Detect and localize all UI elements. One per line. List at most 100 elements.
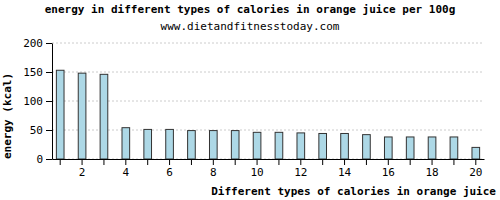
x-tick [147, 159, 148, 165]
y-tick-label: 50 [30, 124, 43, 137]
x-tick: 6 [166, 159, 173, 179]
bar [428, 137, 436, 159]
x-tick-label: 12 [294, 166, 307, 179]
bar [78, 73, 86, 159]
bar [406, 137, 414, 159]
y-tick-mark [46, 101, 52, 102]
x-axis: 2 4 6 8 10 12 14 16 18 20 [53, 159, 485, 179]
grid [52, 43, 484, 159]
grid-line [52, 43, 484, 44]
bar [450, 137, 458, 159]
x-tick-mark [453, 159, 454, 165]
x-tick-mark [60, 159, 61, 165]
x-tick [60, 159, 61, 165]
x-tick: 4 [123, 159, 130, 179]
y-tick-mark [46, 130, 52, 131]
y-tick-mark [46, 159, 52, 160]
bar [166, 129, 174, 159]
bar [275, 132, 283, 159]
y-tick-mark [46, 72, 52, 73]
x-tick-mark [410, 159, 411, 165]
y-tick-label: 200 [23, 37, 43, 50]
x-tick-mark [366, 159, 367, 165]
chart: 0 50 100 150 200 2 4 6 8 10 12 14 16 18 20 energy in di… [0, 0, 500, 200]
bar [341, 133, 349, 159]
x-tick [410, 159, 411, 165]
bar [122, 128, 130, 159]
title: energy in different types of calories in… [45, 3, 456, 16]
y-tick-mark [46, 43, 52, 44]
x-tick: 14 [338, 159, 352, 179]
x-tick [103, 159, 104, 165]
x-tick [235, 159, 236, 165]
bar [363, 135, 371, 159]
x-tick: 2 [79, 159, 86, 179]
x-tick-label: 14 [338, 166, 352, 179]
x-tick-mark [388, 159, 389, 165]
x-tick: 20 [469, 159, 482, 179]
bar [319, 133, 327, 159]
x-tick: 12 [294, 159, 307, 179]
y-tick: 50 [30, 124, 52, 137]
x-tick-label: 16 [382, 166, 395, 179]
x-tick-mark [235, 159, 236, 165]
x-tick-mark [191, 159, 192, 165]
x-tick-label: 18 [425, 166, 438, 179]
x-tick-label: 8 [210, 166, 217, 179]
x-tick-mark [475, 159, 476, 165]
y-tick: 0 [36, 153, 52, 166]
bars [56, 70, 479, 159]
x-axis-line [53, 159, 485, 160]
x-tick: 8 [210, 159, 217, 179]
subtitle: www.dietandfitnesstoday.com [161, 20, 340, 33]
x-tick-label: 6 [166, 166, 173, 179]
bar [100, 74, 108, 159]
x-tick: 10 [250, 159, 263, 179]
bar [209, 131, 217, 159]
x-tick-mark [103, 159, 104, 165]
grid-line [52, 72, 484, 73]
grid-line [52, 130, 484, 131]
grid-line [52, 101, 484, 102]
y-tick-label: 0 [36, 153, 43, 166]
x-tick-mark [300, 159, 301, 165]
y-axis-line [52, 44, 53, 160]
x-tick: 16 [382, 159, 395, 179]
bar [297, 133, 305, 159]
bar [231, 131, 239, 159]
x-tick [278, 159, 279, 165]
x-tick-label: 20 [469, 166, 482, 179]
x-tick-mark [213, 159, 214, 165]
y-tick: 100 [23, 95, 52, 108]
y-tick: 150 [23, 66, 52, 79]
grid-line [52, 159, 484, 160]
x-tick [322, 159, 323, 165]
x-tick [191, 159, 192, 165]
x-tick-mark [82, 159, 83, 165]
x-tick-mark [322, 159, 323, 165]
bar [384, 137, 392, 159]
x-tick-mark [169, 159, 170, 165]
x-tick-mark [344, 159, 345, 165]
x-tick-mark [432, 159, 433, 165]
bar [253, 132, 261, 159]
y-axis: 0 50 100 150 200 [23, 37, 52, 166]
x-tick-label: 10 [250, 166, 263, 179]
x-tick [453, 159, 454, 165]
bar [56, 70, 64, 159]
x-tick-mark [147, 159, 148, 165]
x-tick-label: 2 [79, 166, 86, 179]
x-tick [366, 159, 367, 165]
x-tick-mark [125, 159, 126, 165]
y-tick: 200 [23, 37, 52, 50]
y-tick-label: 100 [23, 95, 43, 108]
plot: 0 50 100 150 200 2 4 6 8 10 12 14 16 18 20 [23, 37, 484, 179]
x-axis-title: Different types of calories in orange ju… [211, 185, 496, 198]
x-tick-label: 4 [123, 166, 130, 179]
bar [144, 129, 152, 159]
y-tick-label: 150 [23, 66, 43, 79]
x-tick-mark [257, 159, 258, 165]
x-tick: 18 [425, 159, 438, 179]
x-tick-mark [278, 159, 279, 165]
bar [188, 131, 196, 159]
